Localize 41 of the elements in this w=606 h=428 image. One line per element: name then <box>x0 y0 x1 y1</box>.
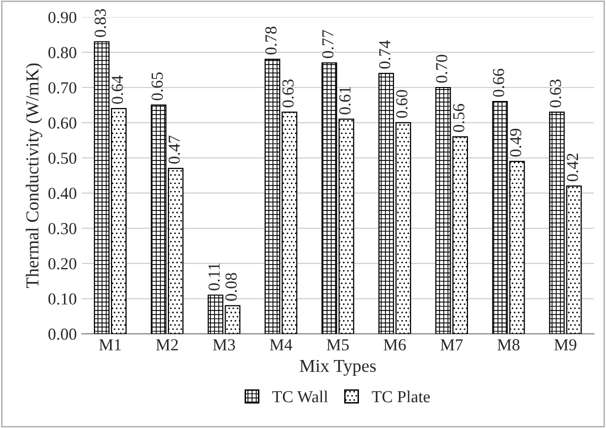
y-tick-label: 0.60 <box>48 117 76 129</box>
data-label: 0.65 <box>152 72 163 100</box>
data-label: 0.64 <box>112 76 124 104</box>
x-tick-label: M6 <box>384 339 406 350</box>
y-tick-label: 0.70 <box>48 82 76 94</box>
x-tick-label: M9 <box>554 339 576 350</box>
data-label: 0.56 <box>453 104 464 132</box>
data-label: 0.63 <box>282 79 294 108</box>
x-tick-label: M4 <box>270 339 292 350</box>
x-tick-label: M3 <box>212 339 235 350</box>
data-label: 0.66 <box>492 68 504 97</box>
data-label: 0.77 <box>322 30 334 58</box>
data-label: 0.83 <box>94 9 106 37</box>
y-tick-label: 0.90 <box>48 12 76 24</box>
data-label: 0.61 <box>339 86 351 114</box>
legend-label: TC Plate <box>372 390 430 402</box>
y-axis-title: Thermal Conductivity (W/mK) <box>26 63 42 288</box>
data-label: 0.78 <box>265 26 277 55</box>
x-tick-label: M2 <box>156 339 178 350</box>
data-label: 0.60 <box>396 90 408 118</box>
y-tick-label: 0.80 <box>48 47 76 58</box>
x-tick-label: M5 <box>326 339 349 350</box>
data-label: 0.47 <box>168 136 180 164</box>
data-label: 0.49 <box>510 128 522 157</box>
x-tick-label: M1 <box>99 339 121 350</box>
y-tick-label: 0.20 <box>48 258 76 270</box>
x-axis-title: Mix Types <box>300 360 376 376</box>
x-tick-label: M7 <box>440 339 463 350</box>
data-label: 0.70 <box>436 54 448 83</box>
x-tick-label: M8 <box>497 339 520 350</box>
y-tick-label: 0.00 <box>48 328 76 340</box>
data-label: 0.11 <box>208 263 220 290</box>
y-tick-label: 0.10 <box>48 293 76 305</box>
y-tick-label: 0.40 <box>48 188 76 200</box>
legend-label: TC Wall <box>272 390 328 402</box>
data-label: 0.74 <box>379 40 390 69</box>
data-label: 0.42 <box>566 154 578 182</box>
y-tick-label: 0.50 <box>48 152 76 164</box>
y-tick-label: 0.30 <box>48 222 76 234</box>
data-label: 0.08 <box>226 272 237 301</box>
data-label: 0.63 <box>550 79 562 108</box>
